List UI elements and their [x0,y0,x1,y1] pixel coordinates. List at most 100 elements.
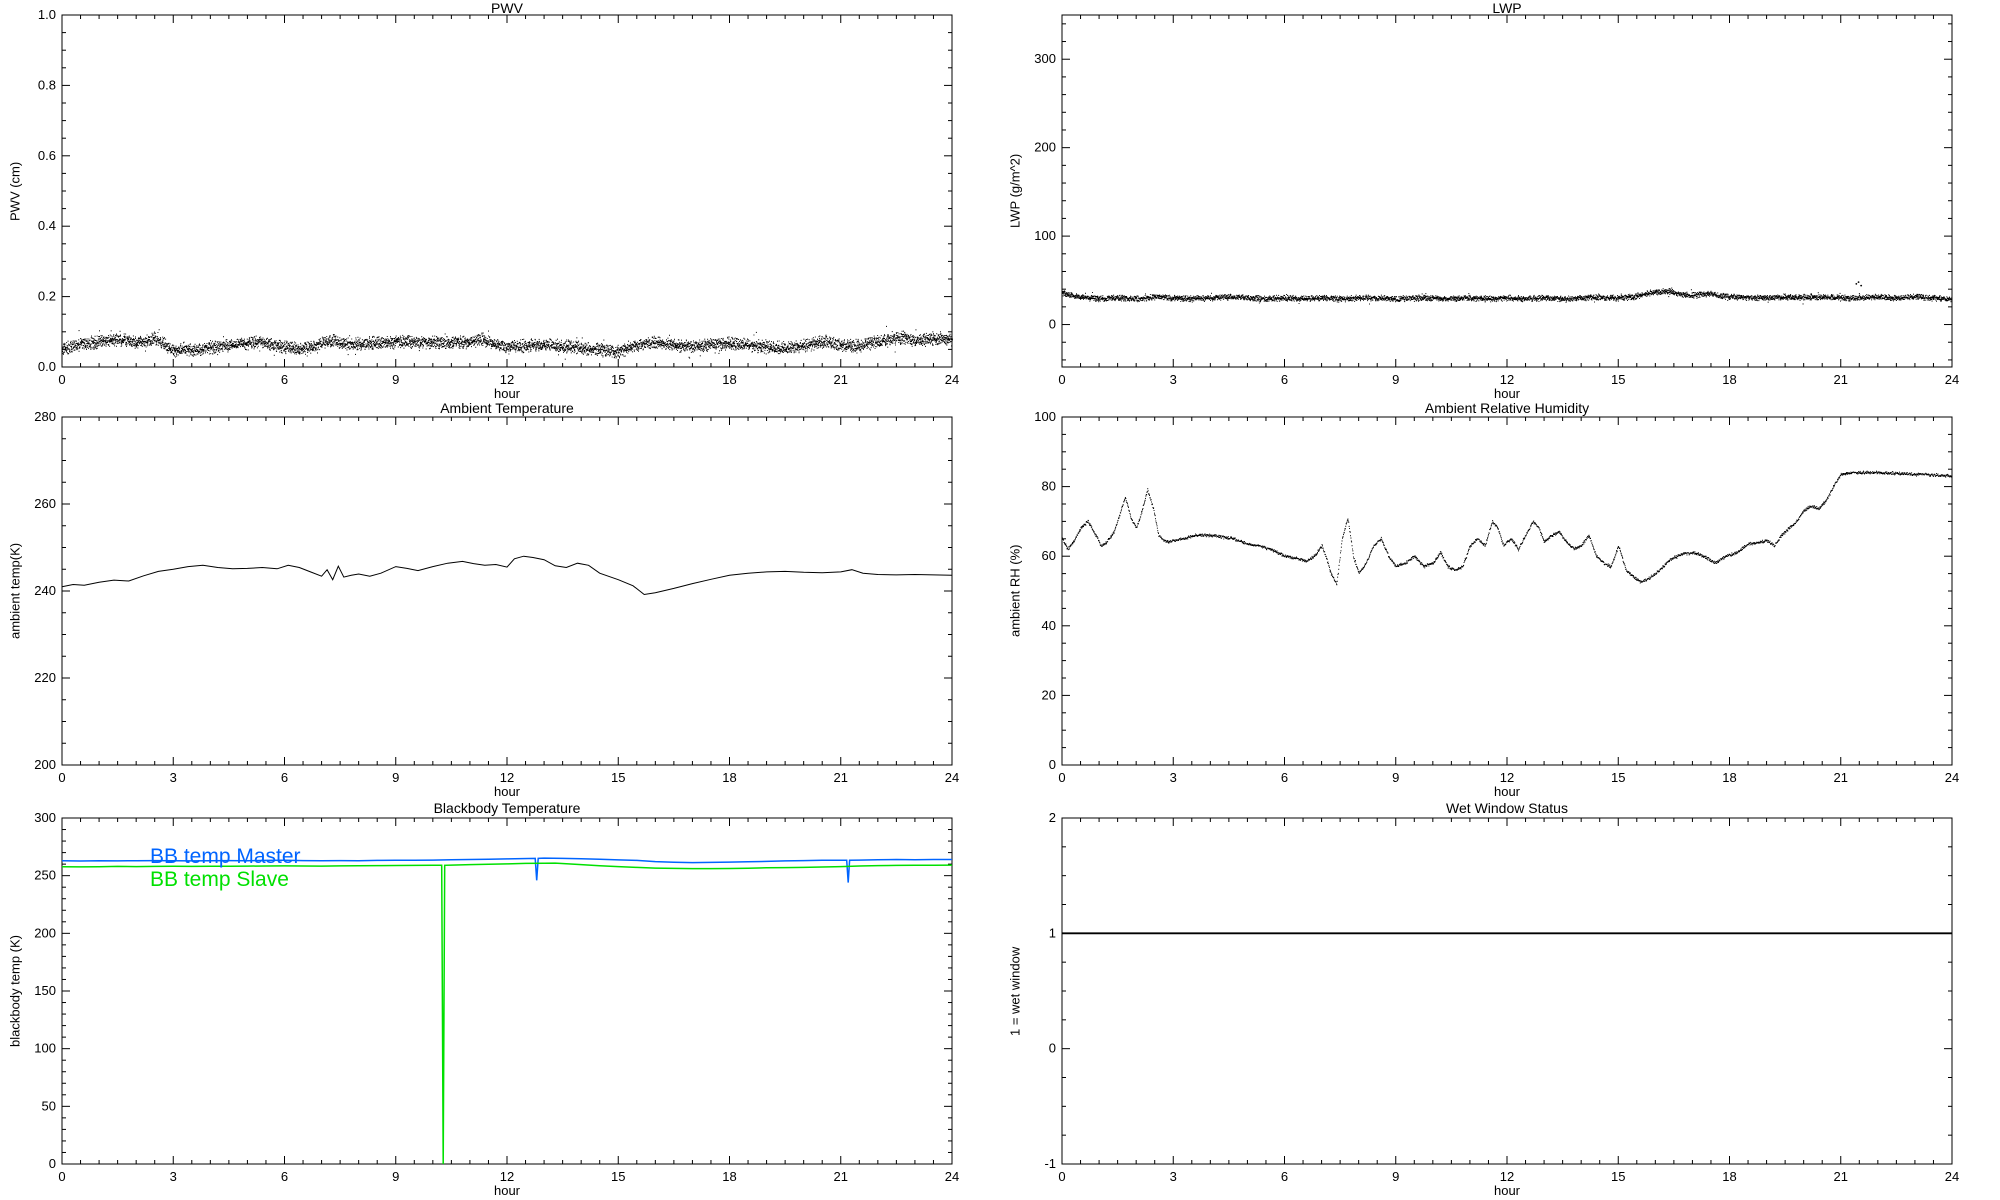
ambient-relative-humidity-y-axis-label: ambient RH (%) [1007,544,1023,638]
svg-text:21: 21 [834,1169,848,1184]
svg-text:100: 100 [34,1041,56,1056]
svg-text:260: 260 [34,496,56,511]
svg-text:0: 0 [58,372,65,387]
svg-text:21: 21 [834,770,848,785]
svg-text:0: 0 [1058,372,1065,387]
svg-text:15: 15 [611,1169,625,1184]
ambient-temperature-x-axis-label: hour [493,784,521,799]
svg-text:6: 6 [281,770,288,785]
svg-text:0.6: 0.6 [38,148,56,163]
svg-text:0: 0 [1058,770,1065,785]
ambient-temperature-y-axis-label: ambient temp(K) [7,542,23,640]
svg-text:21: 21 [834,372,848,387]
svg-text:1: 1 [1049,925,1056,940]
svg-text:18: 18 [1722,372,1736,387]
blackbody-temperature-plot-canvas: 0 3 6 9 12 15 18 21 24 0 50 100 150 200 250 300 [34,810,959,1184]
svg-text:12: 12 [500,1169,514,1184]
legend-bb-temp-slave: BB temp Slave [150,868,289,891]
svg-text:0.8: 0.8 [38,77,56,92]
svg-text:220: 220 [34,670,56,685]
svg-text:280: 280 [34,409,56,424]
svg-text:9: 9 [1392,770,1399,785]
svg-text:50: 50 [42,1098,56,1113]
pwv-y-axis-label: PWV (cm) [7,161,23,221]
blackbody-temperature-y-axis-label: blackbody temp (K) [7,935,23,1047]
svg-text:0.2: 0.2 [38,289,56,304]
svg-text:21: 21 [1834,1169,1848,1184]
svg-text:2: 2 [1049,810,1056,825]
ambient-temperature-plot-canvas: 0 3 6 9 12 15 18 21 24 200 220 240 260 280 [34,409,959,785]
svg-text:18: 18 [1722,1169,1736,1184]
svg-text:24: 24 [1945,372,1959,387]
svg-text:18: 18 [1722,770,1736,785]
svg-text:250: 250 [34,868,56,883]
svg-text:9: 9 [1392,372,1399,387]
svg-text:18: 18 [722,1169,736,1184]
svg-text:0: 0 [1049,317,1056,332]
svg-text:24: 24 [1945,770,1959,785]
lwp-panel: 0 3 6 9 12 15 18 21 24 0 100 200 300 LWP LWP (g/m^2)… [1000,0,2000,401]
svg-text:9: 9 [392,770,399,785]
svg-text:40: 40 [1042,618,1056,633]
svg-text:6: 6 [1281,770,1288,785]
svg-text:150: 150 [34,983,56,998]
svg-text:100: 100 [1034,228,1056,243]
svg-text:12: 12 [500,770,514,785]
svg-text:100: 100 [1034,409,1056,424]
svg-text:0: 0 [1049,1041,1056,1056]
svg-text:6: 6 [281,372,288,387]
svg-text:9: 9 [392,1169,399,1184]
pwv-x-axis-label: hour [493,386,521,401]
svg-text:12: 12 [1500,770,1514,785]
ambient-temperature-panel: 0 3 6 9 12 15 18 21 24 200 220 240 260 280 Ambient Te… [0,400,1000,800]
svg-text:12: 12 [1500,1169,1514,1184]
svg-text:15: 15 [611,372,625,387]
svg-text:200: 200 [34,925,56,940]
svg-text:24: 24 [945,1169,959,1184]
svg-text:15: 15 [1611,770,1625,785]
pwv-title: PWV [491,0,523,16]
svg-text:-1: -1 [1044,1156,1056,1171]
svg-text:21: 21 [1834,770,1848,785]
svg-text:12: 12 [500,372,514,387]
ambient-relative-humidity-panel: 0 3 6 9 12 15 18 21 24 0 20 40 60 80 100 Ambient Relat… [1000,400,2000,800]
wet-window-status-x-axis-label: hour [1493,1183,1521,1198]
svg-text:0: 0 [49,1156,56,1171]
lwp-y-axis-label: LWP (g/m^2) [1007,153,1023,229]
legend-bb-temp-master: BB temp Master [150,845,301,868]
svg-text:3: 3 [170,1169,177,1184]
svg-text:0: 0 [1058,1169,1065,1184]
svg-text:300: 300 [1034,51,1056,66]
svg-text:12: 12 [1500,372,1514,387]
pwv-panel: 0 3 6 9 12 15 18 21 24 0.0 0.2 0.4 0.6 0.8 1.0 PWV PWV… [0,0,1000,401]
svg-text:200: 200 [34,757,56,772]
lwp-x-axis-label: hour [1493,386,1521,401]
svg-text:3: 3 [1170,1169,1177,1184]
svg-text:6: 6 [1281,1169,1288,1184]
lwp-plot-canvas: 0 3 6 9 12 15 18 21 24 0 100 200 300 [1034,14,1959,387]
blackbody-temperature-title: Blackbody Temperature [433,800,581,816]
svg-text:24: 24 [945,372,959,387]
svg-text:21: 21 [1834,372,1848,387]
ambient-relative-humidity-plot-canvas: 0 3 6 9 12 15 18 21 24 0 20 40 60 80 100 [1034,409,1959,785]
svg-text:200: 200 [1034,140,1056,155]
svg-text:3: 3 [170,372,177,387]
wet-window-status-panel: 0 3 6 9 12 15 18 21 24 -1 0 1 2 Wet Window Status 1 … [1000,800,2000,1200]
svg-text:6: 6 [1281,372,1288,387]
svg-text:18: 18 [722,372,736,387]
wet-window-status-title: Wet Window Status [1446,800,1568,816]
ambient-relative-humidity-title: Ambient Relative Humidity [1424,400,1590,416]
svg-text:15: 15 [1611,1169,1625,1184]
pwv-plot-canvas: 0 3 6 9 12 15 18 21 24 0.0 0.2 0.4 0.6 0.8 1.0 [38,7,959,387]
ambient-temperature-title: Ambient Temperature [440,400,574,416]
svg-text:240: 240 [34,583,56,598]
wet-window-status-y-axis-label: 1 = wet window [1007,946,1023,1036]
svg-text:15: 15 [1611,372,1625,387]
svg-text:0: 0 [1049,757,1056,772]
svg-text:300: 300 [34,810,56,825]
svg-text:1.0: 1.0 [38,7,56,22]
svg-text:6: 6 [281,1169,288,1184]
ambient-relative-humidity-x-axis-label: hour [1493,784,1521,799]
svg-text:0: 0 [58,770,65,785]
